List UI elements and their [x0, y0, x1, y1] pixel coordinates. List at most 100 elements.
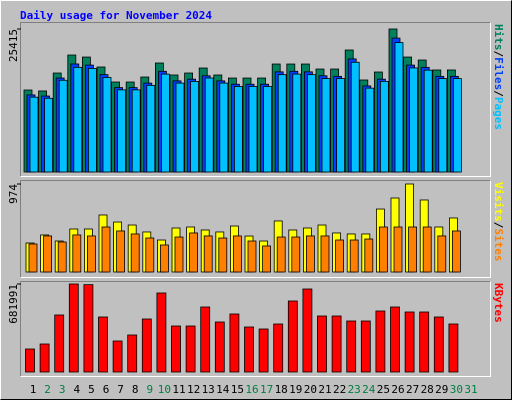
- bar: [390, 306, 400, 373]
- x-tick-label: 10: [158, 383, 171, 396]
- chart-title: Daily usage for November 2024: [20, 9, 212, 22]
- legend-separator: /: [492, 51, 505, 58]
- legend-entry: Visits: [492, 182, 505, 222]
- bar: [258, 328, 269, 373]
- bar: [423, 69, 433, 173]
- bar: [43, 235, 52, 273]
- panel-frame: [20, 180, 491, 278]
- bar: [349, 239, 359, 273]
- bar: [214, 321, 225, 373]
- x-tick-label: 18: [275, 383, 288, 396]
- bar: [88, 68, 97, 173]
- bar: [273, 323, 284, 373]
- bar: [189, 232, 199, 273]
- bar: [200, 306, 211, 373]
- bar: [305, 235, 315, 273]
- bar: [190, 81, 200, 173]
- bar: [419, 311, 430, 373]
- bar: [171, 325, 181, 373]
- bar: [331, 315, 342, 373]
- x-tick-label: 23: [348, 383, 361, 396]
- legend: Hits/Files/Pages: [492, 24, 505, 130]
- bar: [156, 292, 167, 373]
- bar: [39, 343, 50, 373]
- bar: [364, 238, 374, 273]
- bar: [98, 316, 108, 373]
- legend: KBytes: [492, 283, 505, 323]
- bar: [232, 235, 242, 273]
- bar: [203, 235, 213, 273]
- bar: [375, 310, 386, 373]
- x-tick-label: 19: [289, 383, 302, 396]
- bar: [130, 233, 140, 273]
- legend-entry: Sites: [492, 228, 505, 261]
- x-tick-label: 9: [146, 383, 153, 396]
- bar: [87, 235, 96, 273]
- bar: [73, 66, 83, 173]
- x-tick-label: 6: [103, 383, 110, 396]
- bar: [378, 226, 388, 273]
- bar: [204, 77, 214, 173]
- bar: [102, 77, 112, 173]
- y-tick-label: 974: [7, 184, 20, 204]
- bar: [185, 325, 196, 373]
- x-tick-label: 2: [44, 383, 51, 396]
- bar: [146, 84, 156, 173]
- x-tick-label: 26: [391, 383, 404, 396]
- y-tick-label: 681991: [7, 284, 20, 324]
- bar: [28, 243, 38, 273]
- x-tick-label: 7: [117, 383, 124, 396]
- bar: [404, 311, 415, 373]
- panel-frame: [20, 180, 491, 278]
- x-tick-label: 24: [362, 383, 376, 396]
- panel-frame: [20, 22, 491, 177]
- bar: [160, 73, 170, 173]
- panel-frame: [20, 22, 491, 177]
- bar: [394, 42, 404, 173]
- bar: [54, 314, 65, 373]
- bar: [346, 320, 357, 373]
- bar: [263, 86, 273, 173]
- x-tick-label: 11: [172, 383, 185, 396]
- x-tick-label: 28: [421, 383, 434, 396]
- bar: [452, 78, 462, 173]
- bar: [233, 86, 243, 173]
- bar: [57, 241, 67, 273]
- bar: [287, 300, 298, 373]
- bar: [141, 318, 152, 373]
- bar: [117, 89, 126, 173]
- x-tick-label: 15: [231, 383, 244, 396]
- x-tick-label: 8: [132, 383, 139, 396]
- bar: [218, 237, 228, 273]
- legend-separator: /: [492, 222, 505, 229]
- x-tick-label: 21: [318, 383, 331, 396]
- bar: [302, 288, 313, 373]
- x-tick-label: 14: [216, 383, 230, 396]
- bar: [58, 79, 68, 173]
- bar: [145, 237, 155, 273]
- x-tick-label: 29: [435, 383, 448, 396]
- bar: [83, 284, 94, 373]
- bar: [320, 235, 330, 273]
- bar: [433, 316, 444, 373]
- bar: [44, 97, 53, 173]
- legend-separator: /: [492, 90, 505, 97]
- bar: [422, 226, 432, 273]
- bar: [291, 236, 301, 273]
- bar: [306, 74, 316, 173]
- panel-frame: [20, 281, 491, 377]
- bar: [116, 230, 125, 273]
- x-tick-label: 31: [464, 383, 477, 396]
- bar: [335, 239, 345, 273]
- bar: [438, 78, 448, 173]
- bar: [244, 326, 254, 373]
- x-tick-label: 17: [260, 383, 273, 396]
- bar: [317, 315, 327, 373]
- x-tick-label: 5: [88, 383, 95, 396]
- bar: [321, 78, 331, 173]
- x-tick-label: 4: [73, 383, 80, 396]
- bar: [292, 73, 302, 173]
- x-tick-label: 20: [304, 383, 317, 396]
